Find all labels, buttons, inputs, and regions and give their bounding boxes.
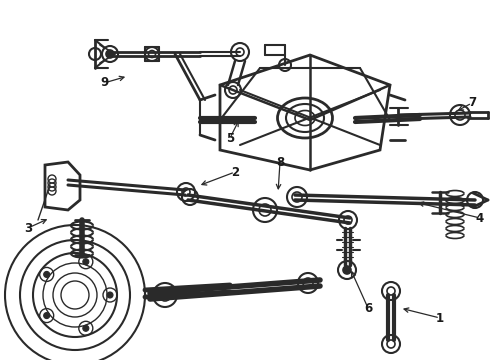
Text: 1: 1 [436, 311, 444, 324]
Circle shape [83, 259, 89, 265]
Text: 5: 5 [226, 131, 234, 144]
Text: 9: 9 [100, 77, 108, 90]
Text: 8: 8 [276, 156, 284, 168]
Circle shape [83, 325, 89, 331]
Circle shape [44, 312, 49, 319]
Circle shape [106, 50, 114, 58]
Text: 2: 2 [231, 166, 239, 179]
Circle shape [44, 271, 49, 278]
Circle shape [343, 266, 351, 274]
Text: 7: 7 [468, 96, 476, 109]
Text: 6: 6 [364, 302, 372, 315]
Circle shape [107, 292, 113, 298]
Text: 3: 3 [24, 221, 32, 234]
Text: 4: 4 [476, 211, 484, 225]
